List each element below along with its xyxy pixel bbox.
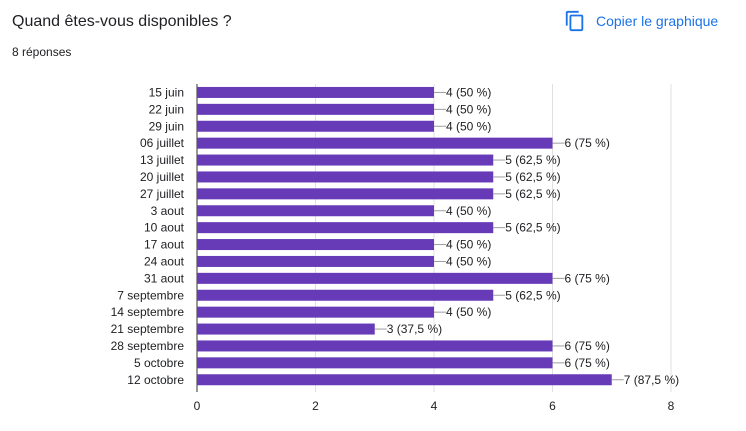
- data-label: 3 (37,5 %): [387, 322, 442, 336]
- bar: [197, 120, 434, 132]
- category-label: 27 juillet: [140, 187, 185, 201]
- category-label: 21 septembre: [111, 322, 185, 336]
- x-tick-label: 2: [312, 399, 319, 413]
- bar: [197, 205, 434, 217]
- data-label: 5 (62,5 %): [505, 170, 560, 184]
- category-label: 7 septembre: [117, 288, 184, 302]
- x-tick-label: 0: [194, 399, 201, 413]
- bar: [197, 255, 434, 267]
- category-label: 17 aout: [144, 238, 185, 252]
- data-label: 6 (75 %): [565, 271, 610, 285]
- copy-icon: [565, 10, 584, 32]
- category-label: 31 aout: [144, 271, 185, 285]
- category-label: 20 juillet: [140, 170, 185, 184]
- bar: [197, 357, 553, 369]
- category-label: 12 octobre: [127, 373, 184, 387]
- data-label: 4 (50 %): [446, 85, 491, 99]
- category-label: 29 juin: [149, 119, 184, 133]
- category-label: 3 aout: [151, 204, 185, 218]
- data-label: 4 (50 %): [446, 254, 491, 268]
- bar: [197, 239, 434, 251]
- x-tick-label: 6: [549, 399, 556, 413]
- category-label: 13 juillet: [140, 153, 185, 167]
- bar: [197, 188, 494, 200]
- category-label: 14 septembre: [111, 305, 185, 319]
- category-label: 22 juin: [149, 102, 184, 116]
- data-label: 4 (50 %): [446, 204, 491, 218]
- x-tick-label: 4: [431, 399, 438, 413]
- category-label: 28 septembre: [111, 339, 185, 353]
- category-label: 5 octobre: [134, 356, 184, 370]
- data-label: 4 (50 %): [446, 238, 491, 252]
- data-label: 5 (62,5 %): [505, 221, 560, 235]
- data-label: 5 (62,5 %): [505, 187, 560, 201]
- bar: [197, 306, 434, 318]
- data-label: 4 (50 %): [446, 102, 491, 116]
- data-label: 6 (75 %): [565, 136, 610, 150]
- bar: [197, 86, 434, 98]
- bar: [197, 222, 494, 234]
- bar: [197, 154, 494, 166]
- copy-chart-button[interactable]: Copier le graphique: [564, 10, 718, 32]
- question-title: Quand êtes-vous disponibles ?: [12, 13, 232, 30]
- category-label: 15 juin: [149, 85, 184, 99]
- category-label: 24 aout: [144, 254, 185, 268]
- bar: [197, 171, 494, 183]
- x-tick-label: 8: [668, 399, 675, 413]
- bar: [197, 289, 494, 301]
- data-label: 5 (62,5 %): [505, 288, 560, 302]
- response-count: 8 réponses: [12, 45, 72, 59]
- data-label: 7 (87,5 %): [624, 373, 679, 387]
- bar: [197, 103, 434, 115]
- data-label: 4 (50 %): [446, 119, 491, 133]
- copy-chart-label: Copier le graphique: [596, 13, 719, 29]
- bar: [197, 323, 375, 335]
- data-label: 5 (62,5 %): [505, 153, 560, 167]
- category-label: 06 juillet: [140, 136, 185, 150]
- data-label: 6 (75 %): [565, 339, 610, 353]
- bar: [197, 272, 553, 284]
- bar: [197, 374, 612, 386]
- data-label: 4 (50 %): [446, 305, 491, 319]
- category-label: 10 aout: [144, 221, 185, 235]
- bar: [197, 137, 553, 149]
- bar: [197, 340, 553, 352]
- data-label: 6 (75 %): [565, 356, 610, 370]
